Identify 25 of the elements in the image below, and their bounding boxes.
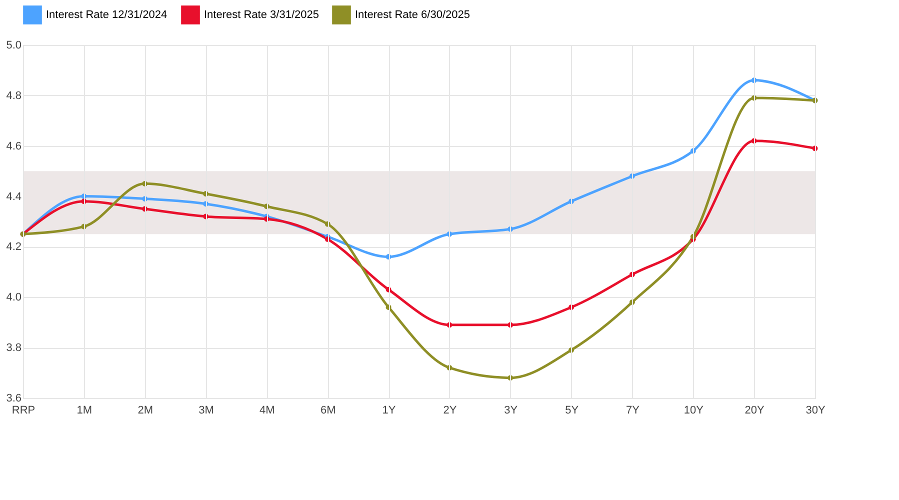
x-tick-label: 7Y bbox=[626, 404, 640, 416]
x-tick-label: 1Y bbox=[382, 404, 396, 416]
x-tick-label: 1M bbox=[76, 404, 92, 416]
x-tick-label: 2M bbox=[138, 404, 153, 416]
y-tick-label: 3.6 bbox=[6, 392, 22, 404]
x-tick-label: 4M bbox=[260, 404, 275, 416]
x-tick-label: 10Y bbox=[684, 404, 704, 416]
x-tick-label: RRP bbox=[12, 404, 36, 416]
x-tick-label: 20Y bbox=[744, 404, 766, 416]
x-tick-label: 3Y bbox=[504, 404, 518, 416]
x-tick-label: 5Y bbox=[565, 404, 580, 416]
legend-label: Interest Rate 3/31/2025 bbox=[204, 8, 319, 21]
y-tick-label: 4.8 bbox=[6, 90, 22, 102]
x-tick-label: 30Y bbox=[806, 404, 826, 416]
y-tick-label: 4.2 bbox=[6, 241, 22, 254]
y-tick-label: 4.4 bbox=[6, 190, 22, 203]
x-tick-label: 2Y bbox=[443, 404, 458, 416]
legend-label: Interest Rate 12/31/2024 bbox=[46, 8, 168, 21]
y-tick-label: 4.0 bbox=[6, 292, 22, 304]
y-tick-label: 3.8 bbox=[6, 342, 22, 354]
x-tick-label: 6M bbox=[320, 404, 336, 416]
y-tick-label: 4.6 bbox=[6, 140, 22, 152]
y-tick-label: 5.0 bbox=[6, 40, 22, 52]
legend-label: Interest Rate 6/30/2025 bbox=[355, 8, 470, 21]
x-tick-label: 3M bbox=[198, 404, 214, 416]
